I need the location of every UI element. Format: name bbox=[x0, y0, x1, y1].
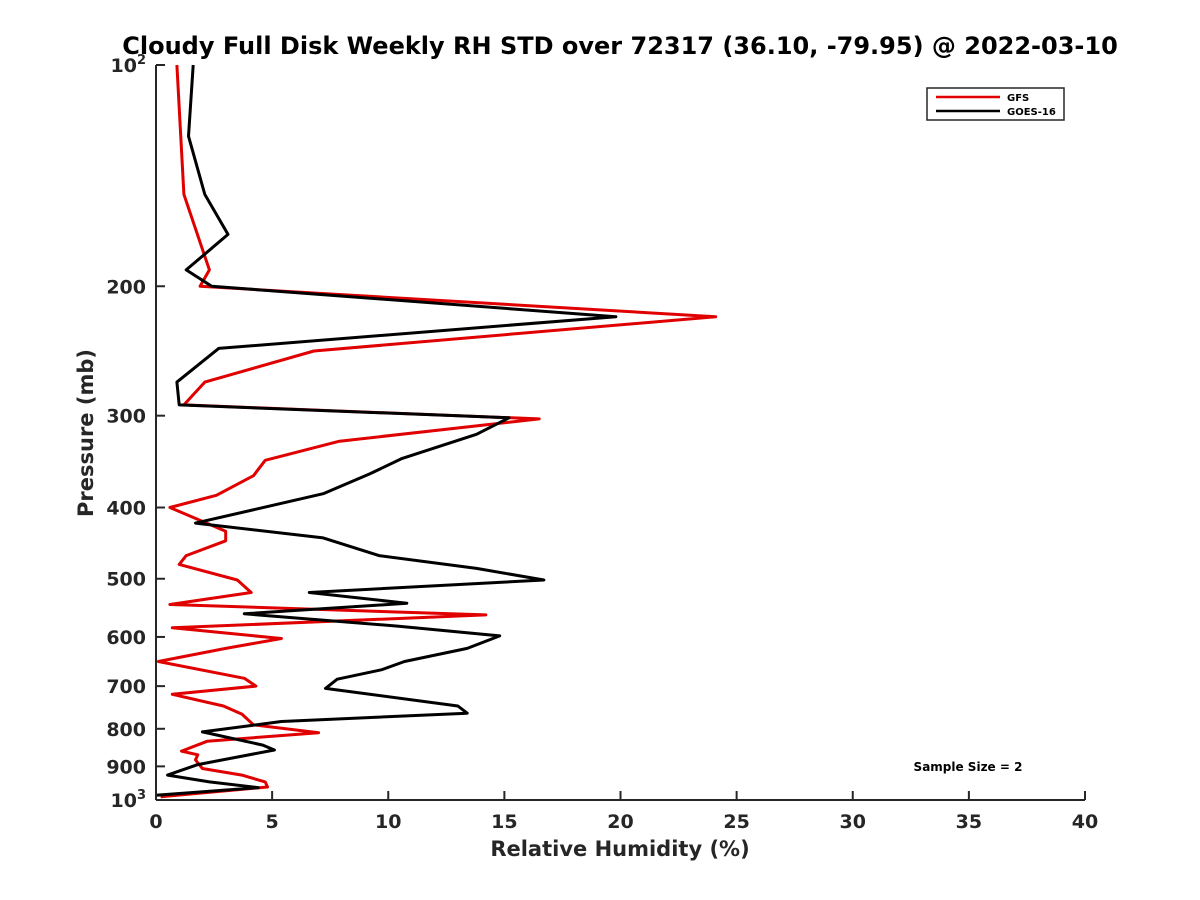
y-tick-label: 200 bbox=[106, 276, 146, 298]
x-tick-label: 20 bbox=[607, 811, 633, 833]
series-line-gfs bbox=[156, 64, 718, 799]
y-tick-label: 900 bbox=[106, 756, 146, 778]
y-tick-label: 300 bbox=[106, 406, 146, 428]
x-axis-label: Relative Humidity (%) bbox=[490, 837, 749, 861]
y-tick-label: 700 bbox=[106, 676, 146, 698]
axes-layer: 0 5 10 15 20 25 30 35 40 102 200 300 400 500 600 700 800… bbox=[106, 53, 1098, 833]
x-tick-label: 30 bbox=[840, 811, 866, 833]
y-axis-label: Pressure (mb) bbox=[74, 349, 98, 517]
x-tick-label: 15 bbox=[491, 811, 517, 833]
legend-label: GFS bbox=[1007, 93, 1029, 104]
x-tick-label: 10 bbox=[375, 811, 401, 833]
y-tick-label: 103 bbox=[111, 788, 147, 812]
y-tick-label: 800 bbox=[106, 719, 146, 741]
legend: GFS GOES-16 bbox=[926, 87, 1065, 121]
y-tick-label: 600 bbox=[106, 627, 146, 649]
x-tick-label: 5 bbox=[266, 811, 279, 833]
sample-size-annotation: Sample Size = 2 bbox=[914, 760, 1023, 774]
legend-box bbox=[926, 87, 1065, 121]
y-tick-label: 102 bbox=[111, 53, 147, 77]
series-layer bbox=[155, 64, 718, 799]
x-tick-label: 25 bbox=[723, 811, 749, 833]
legend-label: GOES-16 bbox=[1007, 107, 1056, 118]
x-tick-label: 0 bbox=[149, 811, 162, 833]
series-line-goes-16 bbox=[155, 64, 618, 797]
y-tick-label: 500 bbox=[106, 569, 146, 591]
x-tick-label: 40 bbox=[1072, 811, 1098, 833]
chart-title: Cloudy Full Disk Weekly RH STD over 7231… bbox=[122, 32, 1118, 60]
y-tick-label: 400 bbox=[106, 498, 146, 520]
x-tick-label: 35 bbox=[956, 811, 982, 833]
